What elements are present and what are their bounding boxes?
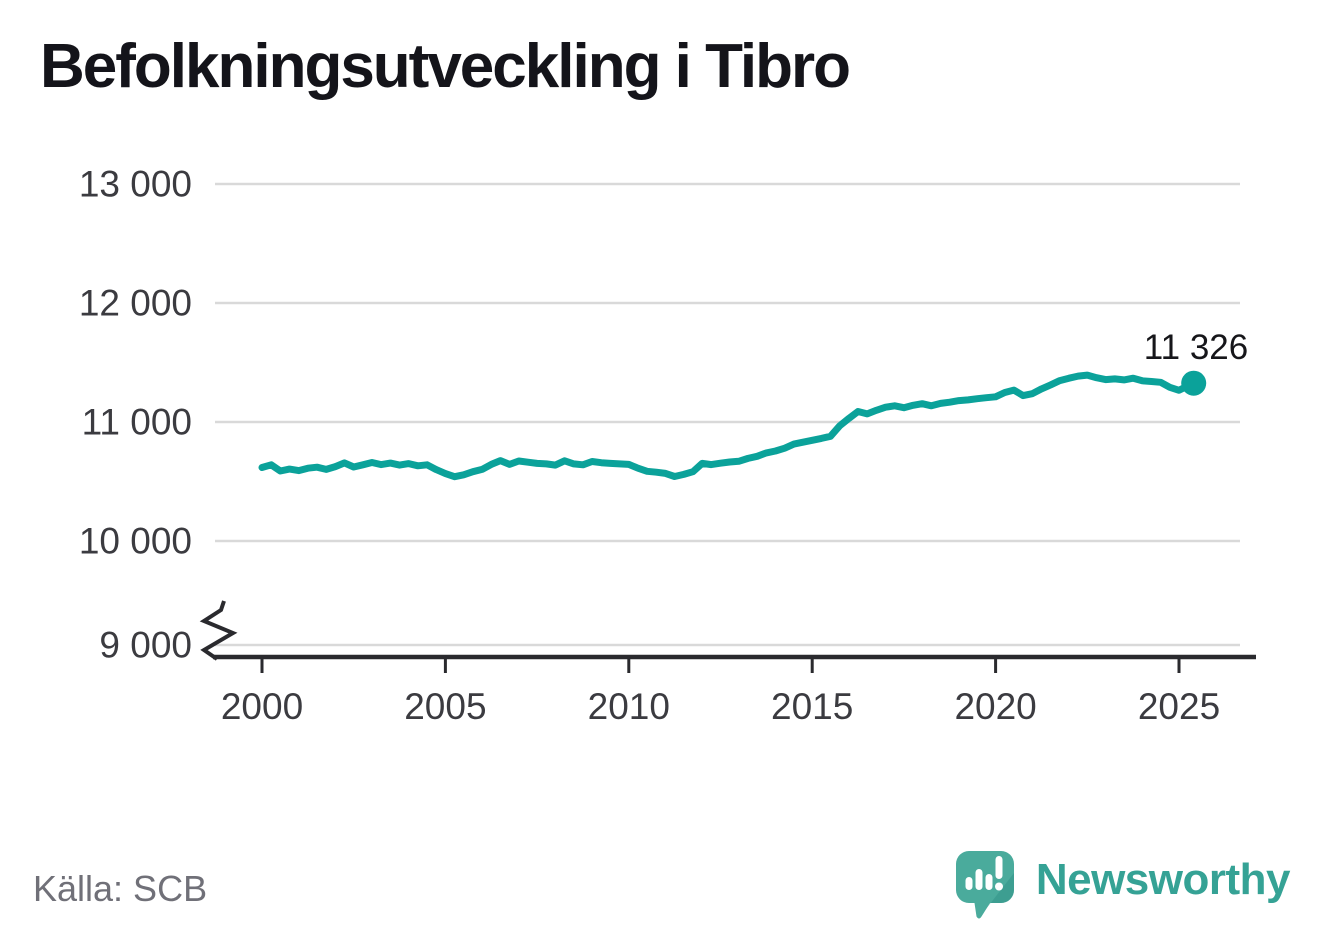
x-axis-label: 2000 bbox=[220, 686, 304, 727]
newsworthy-logo-icon bbox=[955, 851, 1014, 919]
y-axis-label: 11 000 bbox=[81, 401, 192, 443]
source-note: Källa: SCB bbox=[33, 868, 208, 909]
population-line bbox=[258, 371, 1198, 481]
x-axis-label: 2010 bbox=[587, 686, 670, 727]
x-axis-label: 2005 bbox=[404, 686, 487, 727]
brand-name: Newsworthy bbox=[1035, 855, 1291, 904]
chart-title: Befolkningsutveckling i Tibro bbox=[40, 32, 851, 101]
y-axis-label: 9 000 bbox=[99, 624, 192, 666]
y-axis-label: 12 000 bbox=[78, 282, 192, 324]
y-axis-break-icon bbox=[199, 600, 238, 661]
latest-value-label: 11 326 bbox=[1143, 328, 1249, 367]
y-axis-label: 10 000 bbox=[78, 520, 192, 562]
y-axis-label: 13 000 bbox=[78, 163, 192, 205]
x-axis-label: 2020 bbox=[954, 686, 1037, 727]
x-axis-label: 2025 bbox=[1137, 686, 1221, 727]
brand-lockup: Newsworthy bbox=[950, 843, 1291, 923]
latest-point-marker bbox=[1181, 370, 1207, 396]
x-axis-label: 2015 bbox=[771, 686, 854, 727]
